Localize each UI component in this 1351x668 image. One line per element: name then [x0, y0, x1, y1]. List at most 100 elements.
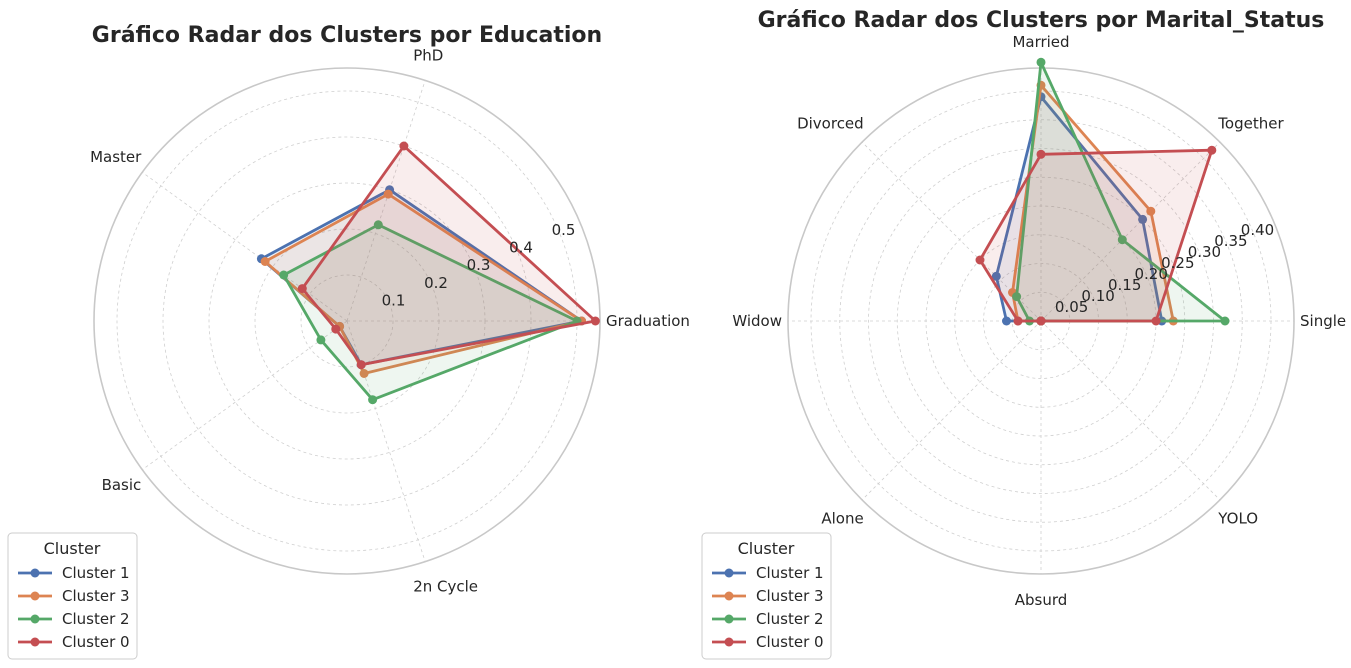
- education-axis-labels: Graduation PhD Master Basic 2n Cycle: [90, 47, 690, 596]
- education-axis-label: Graduation: [606, 312, 690, 330]
- education-tick-label: 0.3: [467, 256, 491, 274]
- marital-status-data-point: [1146, 206, 1156, 216]
- marital-status-grid-spoke: [1040, 320, 1221, 501]
- marital-status-tick-label: 0.40: [1241, 221, 1274, 239]
- marital-status-data-point: [1151, 316, 1161, 326]
- marital-status-grid-spoke: [861, 320, 1042, 501]
- marital-status-data-point: [1036, 316, 1046, 326]
- marital-status-legend-box: [701, 532, 832, 660]
- education-series: [256, 141, 600, 405]
- education-data-point: [383, 189, 393, 199]
- education-tick-label: 0.5: [552, 221, 576, 239]
- education-data-point: [260, 257, 270, 266]
- education-grid-spoke: [142, 320, 348, 471]
- education-legend-swatch-marker: [30, 591, 40, 601]
- education-tick-label: 0.2: [424, 274, 448, 292]
- marital-status-axis-labels: Single Together Married Divorced Widow Alone A…: [732, 33, 1346, 609]
- marital-status-legend-title: Cluster: [738, 539, 795, 558]
- marital-status-axis-label: YOLO: [1217, 509, 1258, 527]
- marital-status-tick-label: 0.15: [1108, 276, 1141, 294]
- education-series-area: [265, 194, 582, 374]
- education-radar-panel: Gráfico Radar dos Clusters por Education…: [7, 23, 690, 660]
- marital-status-tick-label: 0.20: [1134, 265, 1167, 283]
- education-outer-ring: [93, 67, 601, 575]
- marital-status-legend-item: Cluster 1: [712, 564, 824, 582]
- education-series-line: [263, 192, 583, 375]
- education-legend-items: Cluster 1 Cluster 3 Cluster 2 Cluster 0: [18, 564, 130, 651]
- education-grid-circle: [162, 136, 532, 506]
- education-series-area: [283, 224, 577, 400]
- education-legend-label: Cluster 2: [62, 610, 130, 628]
- education-legend-item: Cluster 1: [18, 564, 130, 582]
- education-legend-item: Cluster 0: [18, 633, 130, 651]
- education-data-point: [399, 141, 409, 151]
- education-data-point: [373, 220, 383, 230]
- education-axis-label: Basic: [102, 476, 142, 494]
- education-data-point: [316, 335, 326, 345]
- education-chart-title: Gráfico Radar dos Clusters por Education: [92, 23, 602, 48]
- marital-status-axis-label: Alone: [821, 509, 863, 527]
- education-data-point: [331, 324, 341, 334]
- marital-status-legend-swatch-marker: [724, 637, 734, 647]
- education-series-area: [302, 146, 596, 365]
- marital-status-data-point: [1117, 235, 1127, 245]
- education-series-cluster-0: [297, 141, 600, 370]
- education-grid-spoke: [142, 171, 348, 322]
- education-axis-label: Master: [90, 148, 142, 166]
- marital-status-radar-panel: Gráfico Radar dos Clusters por Marital_S…: [701, 8, 1346, 660]
- marital-status-data-point: [1207, 145, 1217, 155]
- education-series-cluster-2: [279, 220, 582, 405]
- education-tick-labels: 0.1 0.2 0.3 0.4 0.5: [382, 221, 576, 309]
- education-series-line: [282, 223, 579, 402]
- education-grid-spoke: [346, 80, 426, 322]
- marital-status-chart-title: Gráfico Radar dos Clusters por Marital_S…: [758, 8, 1325, 33]
- marital-status-tick-label: 0.30: [1188, 243, 1221, 261]
- marital-status-tick-label: 0.25: [1161, 254, 1194, 272]
- marital-status-grid-spoke: [1040, 141, 1221, 322]
- marital-status-data-point: [1036, 57, 1046, 67]
- education-data-point: [297, 284, 307, 294]
- marital-status-series-area: [980, 150, 1212, 321]
- education-axis-label: 2n Cycle: [413, 577, 478, 595]
- marital-status-legend-swatch-marker: [724, 614, 734, 624]
- marital-status-tick-label: 0.10: [1081, 287, 1114, 305]
- marital-status-data-point: [1012, 292, 1022, 302]
- education-legend-item: Cluster 3: [18, 587, 130, 605]
- education-legend-box: [7, 532, 138, 660]
- education-grid-circle: [300, 274, 394, 368]
- education-data-point: [368, 395, 378, 405]
- education-legend-item: Cluster 2: [18, 610, 130, 628]
- education-axis-label: PhD: [413, 47, 443, 65]
- education-legend-swatch-marker: [30, 637, 40, 647]
- education-legend-swatch-marker: [30, 568, 40, 578]
- marital-status-data-point: [991, 271, 1001, 281]
- marital-status-data-point: [1138, 214, 1148, 224]
- marital-status-tick-label: 0.35: [1214, 232, 1247, 250]
- marital-status-data-point: [1036, 149, 1046, 159]
- marital-status-data-point: [1220, 316, 1230, 326]
- marital-status-axis-label: Widow: [732, 312, 782, 330]
- education-legend-swatch-marker: [30, 614, 40, 624]
- education-data-point: [590, 316, 600, 326]
- education-legend-label: Cluster 1: [62, 564, 130, 582]
- marital-status-data-point: [1013, 316, 1023, 326]
- marital-status-legend-items: Cluster 1 Cluster 3 Cluster 2 Cluster 0: [712, 564, 824, 651]
- marital-status-series-cluster-0: [975, 145, 1217, 326]
- marital-status-axis-label: Absurd: [1015, 591, 1068, 609]
- marital-status-series-area: [1012, 85, 1174, 321]
- education-tick-label: 0.4: [509, 239, 533, 257]
- marital-status-grid-circle: [839, 119, 1243, 523]
- marital-status-legend-item: Cluster 2: [712, 610, 824, 628]
- marital-status-tick-labels: 0.050.100.150.200.250.300.350.40: [1055, 221, 1274, 316]
- education-tick-label: 0.1: [382, 291, 406, 309]
- education-series-line: [300, 144, 597, 367]
- education-data-point: [356, 360, 366, 370]
- marital-status-legend-label: Cluster 3: [756, 587, 824, 605]
- marital-status-series-area: [1016, 62, 1225, 322]
- marital-status-data-point: [975, 255, 985, 265]
- education-legend-label: Cluster 3: [62, 587, 130, 605]
